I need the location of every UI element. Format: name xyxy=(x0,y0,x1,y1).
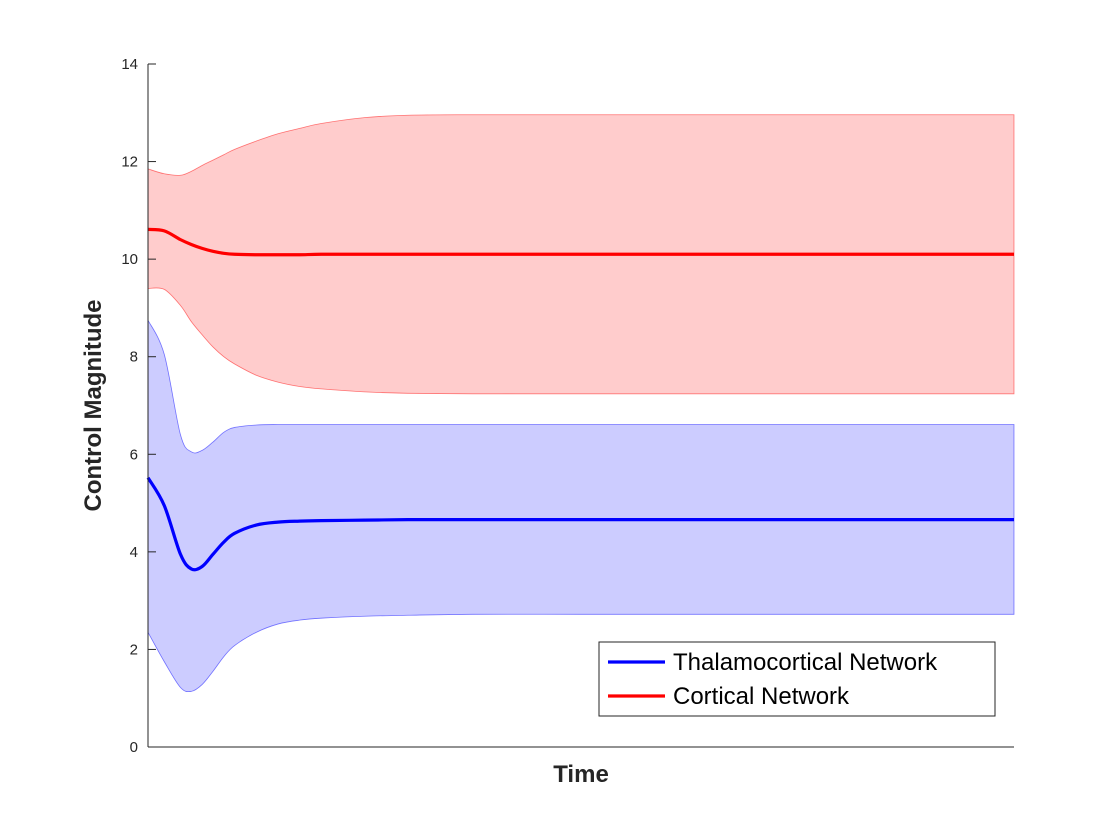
y-tick-label: 0 xyxy=(130,739,138,756)
x-axis-title: Time xyxy=(553,761,609,788)
y-tick-label: 10 xyxy=(121,251,138,268)
confidence-bands xyxy=(147,114,1015,693)
thalamocortical-network-legend-label: Thalamocortical Network xyxy=(673,649,938,676)
thalamocortical-network-line xyxy=(146,476,1014,572)
y-tick-label: 14 xyxy=(121,56,138,73)
y-axis-title: Control Magnitude xyxy=(80,300,107,512)
y-ticks: 0 2 4 6 8 10 12 14 xyxy=(121,56,156,756)
cortical-network-legend-label: Cortical Network xyxy=(673,683,850,710)
axes xyxy=(147,64,1014,748)
legend: Thalamocortical Network Cortical Network xyxy=(598,641,996,717)
thalamocortical-network-band xyxy=(147,319,1015,693)
y-tick-label: 2 xyxy=(130,641,138,658)
y-tick-label: 8 xyxy=(130,349,138,366)
y-tick-label: 12 xyxy=(121,154,138,171)
y-tick-label: 4 xyxy=(130,544,138,561)
cortical-network-line xyxy=(147,227,1014,257)
series-lines xyxy=(146,227,1014,572)
y-tick-label: 6 xyxy=(130,446,138,463)
legend-box xyxy=(598,641,996,717)
